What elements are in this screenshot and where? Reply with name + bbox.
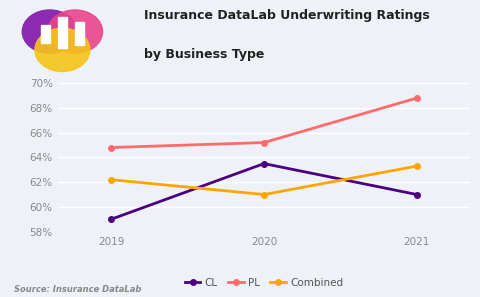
Bar — [58, 17, 67, 48]
Text: Insurance DataLab Underwriting Ratings: Insurance DataLab Underwriting Ratings — [144, 9, 430, 22]
Bar — [41, 25, 50, 43]
Bar — [74, 22, 84, 45]
Text: by Business Type: by Business Type — [144, 48, 264, 61]
Circle shape — [48, 10, 103, 53]
Legend: CL, PL, Combined: CL, PL, Combined — [180, 274, 348, 292]
Circle shape — [35, 28, 90, 72]
Circle shape — [22, 10, 77, 53]
Text: Source: Insurance DataLab: Source: Insurance DataLab — [14, 285, 142, 294]
